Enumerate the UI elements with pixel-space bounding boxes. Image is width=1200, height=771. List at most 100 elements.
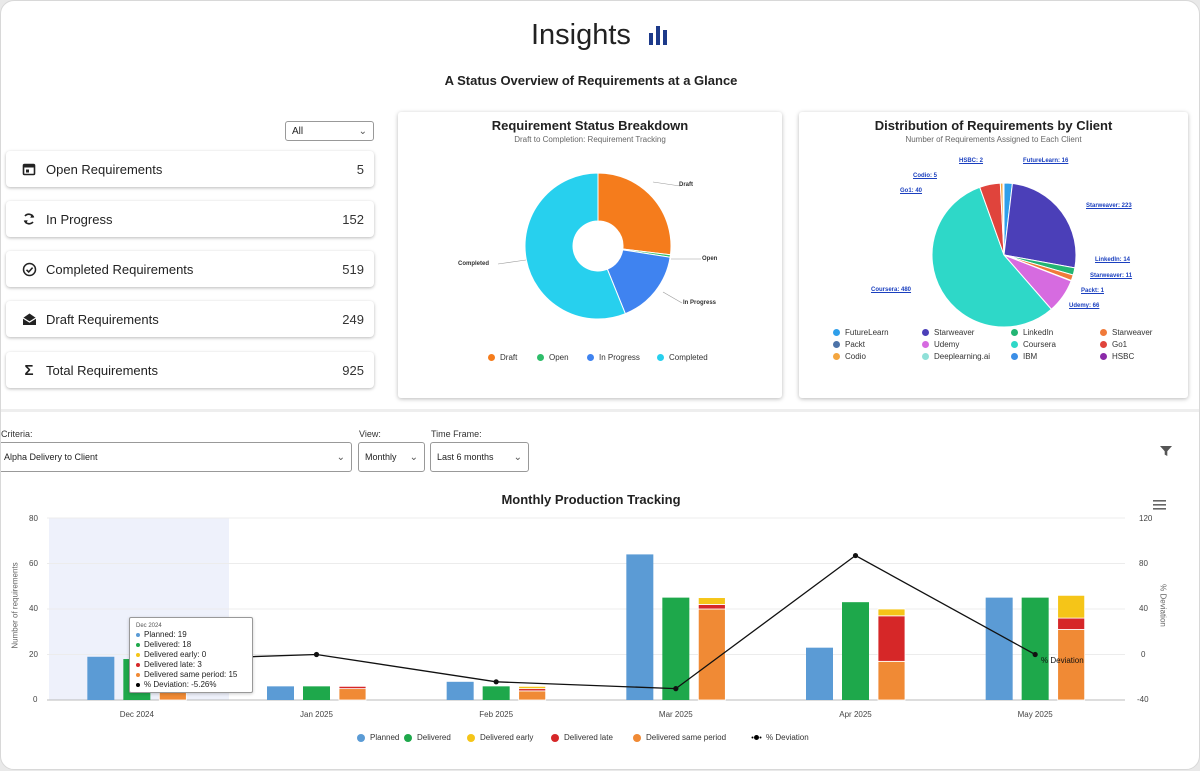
production-legend-item[interactable]: Delivered same period [633, 733, 726, 742]
y-left-tick: 60 [29, 559, 38, 568]
production-legend-item[interactable]: % Deviation [750, 733, 809, 742]
legend-label: HSBC [1112, 352, 1135, 361]
production-legend-item[interactable]: Delivered early [467, 733, 533, 742]
bar-delivered[interactable] [662, 597, 690, 700]
client-legend-item[interactable]: LinkedIn [1011, 328, 1053, 337]
status-slice-draft[interactable] [597, 172, 672, 256]
legend-draft[interactable]: Draft [488, 353, 517, 362]
slice-leader-line [652, 181, 681, 187]
stat-total-requirements[interactable]: Σ Total Requirements 925 [6, 352, 374, 388]
bar-chart-icon [647, 20, 671, 53]
bar-planned[interactable] [267, 686, 294, 700]
production-legend-item[interactable]: Delivered late [551, 733, 613, 742]
slice-leader-line [497, 259, 527, 265]
client-label-hsbc[interactable]: HSBC: 2 [959, 158, 984, 164]
bar-delivered-early[interactable] [697, 597, 726, 605]
client-legend-item[interactable]: FutureLearn [833, 328, 889, 337]
client-label-starweaver-11[interactable]: Starweaver: 11 [1090, 273, 1133, 279]
stat-label: Completed Requirements [46, 261, 194, 277]
filter-icon[interactable] [1159, 444, 1175, 458]
client-legend-item[interactable]: HSBC [1100, 352, 1134, 361]
bar-delivered-early[interactable] [1057, 594, 1086, 619]
client-label-coursera[interactable]: Coursera: 480 [871, 287, 912, 293]
stat-in-progress[interactable]: In Progress 152 [6, 201, 374, 237]
client-legend-item[interactable]: Coursera [1011, 340, 1056, 349]
bar-planned[interactable] [87, 656, 115, 700]
bar-delivered[interactable] [482, 686, 510, 700]
legend-marker [488, 354, 495, 361]
client-chart-subtitle: Number of Requirements Assigned to Each … [905, 135, 1082, 144]
deviation-point[interactable] [313, 651, 320, 658]
stat-open-requirements[interactable]: Open Requirements 5 [6, 151, 374, 187]
deviation-point[interactable] [493, 679, 499, 685]
bar-delivered-late[interactable] [877, 615, 906, 662]
bar-delivered[interactable] [303, 686, 330, 700]
production-legend-item[interactable]: Delivered [404, 733, 451, 742]
bar-delivered-late[interactable] [338, 685, 367, 690]
legend-label: IBM [1023, 352, 1038, 361]
legend-marker [1100, 341, 1107, 348]
client-slice-coursera[interactable] [931, 186, 1053, 328]
client-label-futurelearn[interactable]: FutureLearn: 16 [1023, 158, 1069, 164]
deviation-point[interactable] [673, 686, 679, 692]
timeframe-value: Last 6 months [437, 452, 494, 462]
client-legend-item[interactable]: Packt [833, 340, 865, 349]
client-slice-starweaver[interactable] [1003, 182, 1077, 269]
bar-delivered-late[interactable] [697, 604, 726, 610]
y-right-tick: 40 [1139, 604, 1148, 613]
chevron-down-icon: ⌄ [336, 451, 345, 463]
production-legend-item[interactable]: Planned [357, 733, 399, 742]
bar-planned[interactable] [985, 597, 1013, 700]
bar-delivered-early[interactable] [518, 685, 547, 690]
bar-planned[interactable] [446, 681, 474, 700]
bar-planned[interactable] [806, 647, 833, 700]
client-legend-item[interactable]: Starweaver [1100, 328, 1152, 337]
client-label-linkedin[interactable]: LinkedIn: 14 [1095, 257, 1131, 263]
tooltip-text: Delivered late: 3 [144, 660, 202, 669]
client-legend-item[interactable]: Starweaver [922, 328, 974, 337]
client-legend-item[interactable]: Udemy [922, 340, 959, 349]
bar-delivered-same-period[interactable] [518, 690, 547, 701]
legend-label: Go1 [1112, 340, 1128, 349]
timeframe-select[interactable]: Last 6 months ⌄ [430, 442, 529, 472]
client-legend-item[interactable]: Go1 [1100, 340, 1127, 349]
bar-delivered-same-period[interactable] [338, 688, 367, 701]
legend-open[interactable]: Open [537, 353, 569, 362]
deviation-point[interactable] [1032, 651, 1038, 658]
tooltip-text: Delivered early: 0 [144, 650, 207, 659]
client-slice-hsbc[interactable] [1002, 182, 1005, 256]
bar-delivered-same-period[interactable] [877, 660, 906, 701]
y-right-tick: 0 [1141, 650, 1146, 659]
client-label-codio[interactable]: Codio: 5 [913, 173, 937, 179]
status-filter-select[interactable]: All ⌄ [285, 121, 374, 141]
deviation-point[interactable] [852, 552, 859, 559]
tooltip-row-delivered-same: Delivered same period: 15 [136, 670, 246, 680]
tooltip-row-planned: Planned: 19 [136, 630, 246, 640]
stat-value: 249 [342, 311, 364, 327]
tooltip-marker [136, 673, 140, 677]
client-legend-item[interactable]: IBM [1011, 352, 1037, 361]
legend-completed[interactable]: Completed [657, 353, 708, 362]
x-axis-tick-label: May 2025 [1017, 710, 1053, 719]
bar-delivered-same-period[interactable] [1057, 629, 1086, 701]
bar-delivered-early[interactable] [877, 608, 906, 617]
bar-delivered-late[interactable] [1057, 617, 1086, 630]
stat-completed-requirements[interactable]: Completed Requirements 519 [6, 251, 374, 287]
legend-label: Completed [669, 353, 708, 362]
status-slice-completed[interactable] [524, 172, 626, 320]
view-select[interactable]: Monthly ⌄ [358, 442, 425, 472]
client-label-starweaver-223[interactable]: Starweaver: 223 [1086, 203, 1132, 209]
client-label-packt[interactable]: Packt: 1 [1081, 288, 1105, 294]
chart-menu-icon[interactable] [1153, 497, 1167, 510]
legend-in-progress[interactable]: In Progress [587, 353, 640, 362]
client-label-udemy[interactable]: Udemy: 66 [1069, 303, 1100, 309]
criteria-select[interactable]: Alpha Delivery to Client ⌄ [1, 442, 352, 472]
bar-delivered[interactable] [842, 602, 869, 700]
client-label-go1[interactable]: Go1: 40 [900, 188, 923, 194]
stat-draft-requirements[interactable]: Draft Requirements 249 [6, 301, 374, 337]
bar-planned[interactable] [626, 554, 654, 700]
client-distribution-card: Distribution of Requirements by Client N… [799, 112, 1188, 398]
client-legend-item[interactable]: Codio [833, 352, 866, 361]
legend-label: Starweaver [934, 328, 975, 337]
client-legend-item[interactable]: Deeplearning.ai [922, 352, 990, 361]
